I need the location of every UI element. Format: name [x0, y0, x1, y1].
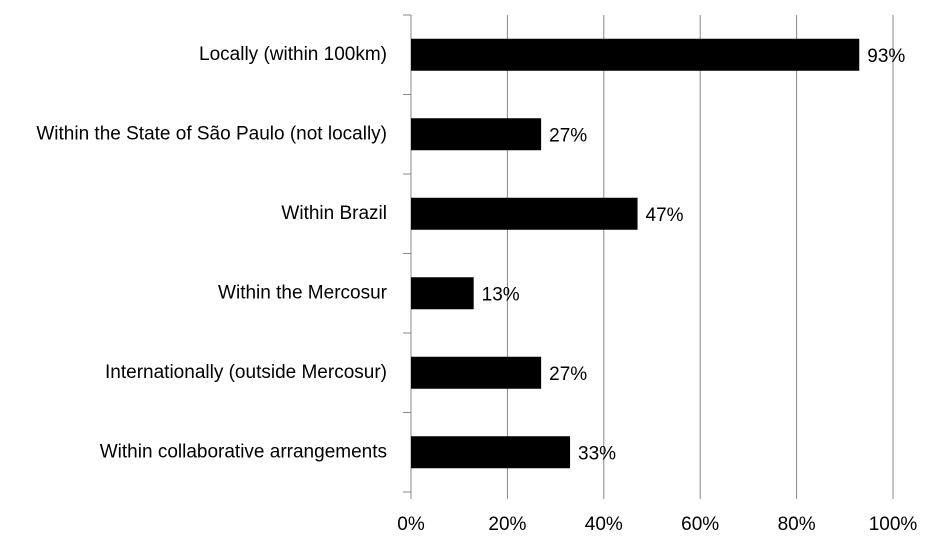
bar — [411, 197, 638, 230]
bar — [411, 277, 474, 310]
y-tick-label: Within the Mercosur — [218, 282, 388, 303]
y-tick-label: Within Brazil — [281, 203, 387, 224]
y-tick-label: Locally (within 100km) — [199, 44, 387, 65]
y-tick-label: Within collaborative arrangements — [100, 441, 387, 462]
data-label: 47% — [646, 205, 684, 226]
x-tick-label: 100% — [869, 514, 918, 535]
y-tick-label: Internationally (outside Mercosur) — [105, 362, 387, 383]
x-tick-label: 60% — [681, 514, 719, 535]
bar — [411, 436, 571, 469]
x-tick-label: 80% — [778, 514, 816, 535]
y-tick-label: Within the State of São Paulo (not local… — [36, 123, 387, 144]
x-tick-label: 0% — [397, 514, 425, 535]
x-tick-label: 20% — [488, 514, 526, 535]
data-label: 27% — [549, 125, 587, 146]
bar — [411, 38, 860, 71]
x-tick-label: 40% — [585, 514, 623, 535]
data-label: 33% — [578, 443, 616, 464]
data-label: 13% — [482, 284, 520, 305]
data-label: 27% — [549, 364, 587, 385]
data-label: 93% — [867, 46, 905, 67]
bar — [411, 118, 542, 151]
bar — [411, 356, 542, 389]
